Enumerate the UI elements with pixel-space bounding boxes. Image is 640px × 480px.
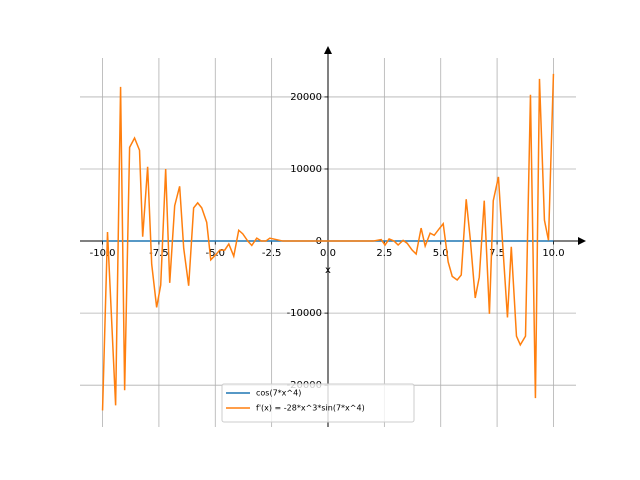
y-tick-label: -10000	[287, 308, 322, 319]
x-tick-label: 10.0	[542, 248, 564, 259]
x-tick-label: -2.5	[262, 248, 282, 259]
x-axis-arrow	[578, 237, 586, 246]
x-tick-label: 2.5	[376, 248, 392, 259]
x-tick-label: -5.0	[206, 248, 226, 259]
y-tick-label: 10000	[290, 164, 322, 175]
legend: cos(7*x^4) f'(x) = -28*x^3*sin(7*x^4)	[221, 383, 415, 423]
x-tick-label: 7.5	[489, 248, 505, 259]
x-tick-label: -7.5	[149, 248, 169, 259]
y-axis-arrow	[324, 46, 332, 54]
legend-label: cos(7*x^4)	[256, 389, 301, 398]
x-axis-label: x	[325, 265, 331, 276]
x-tick-label: -10.0	[90, 248, 116, 259]
legend-box	[221, 383, 415, 423]
series-line	[101, 73, 555, 411]
legend-label: f'(x) = -28*x^3*sin(7*x^4)	[256, 404, 365, 413]
x-tick-label: 5.0	[433, 248, 449, 259]
y-tick-label: 20000	[290, 92, 322, 103]
